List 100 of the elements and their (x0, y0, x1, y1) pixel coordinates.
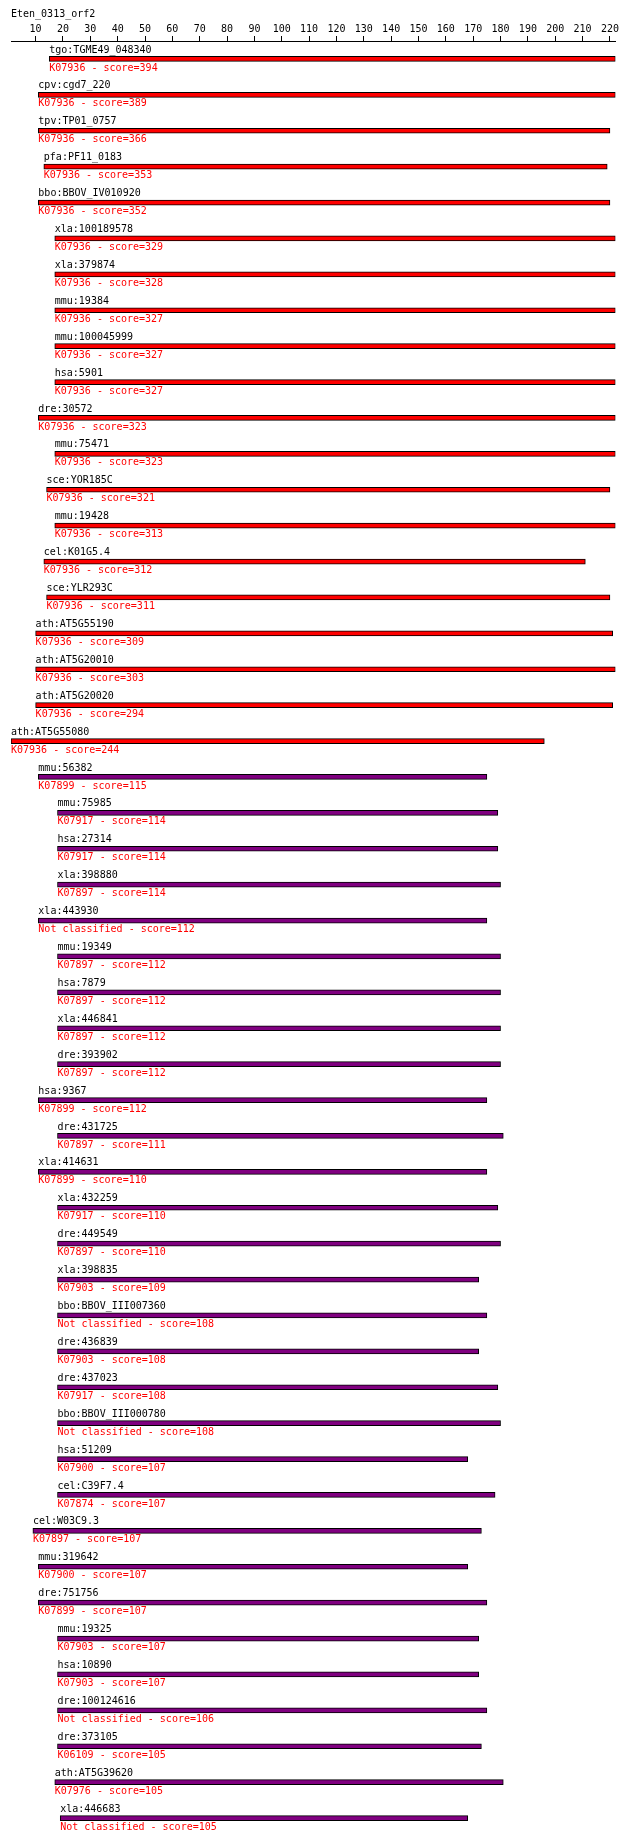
annotation: K07936 - score=313 (54, 528, 164, 540)
y-tick-label: hsa:27314 (57, 833, 112, 845)
y-tick-label: mmu:19384 (54, 294, 109, 306)
annotation: K07917 - score=114 (57, 851, 166, 863)
annotation: Not classified - score=112 (38, 923, 195, 935)
x-tick-label: 150 (409, 22, 428, 34)
y-tick-label: bbo:BBOV_IV010920 (38, 187, 141, 200)
annotation: Not classified - score=108 (57, 1318, 215, 1330)
y-tick-label: xla:398880 (57, 869, 118, 881)
y-tick-label: dre:437023 (57, 1371, 118, 1383)
annotation: K07936 - score=389 (38, 97, 147, 109)
y-tick-label: cel:C39F7.4 (57, 1479, 124, 1491)
y-tick-label: xla:446841 (57, 1012, 118, 1024)
annotation: K07897 - score=111 (57, 1138, 166, 1150)
x-tick-label: 200 (546, 22, 565, 34)
y-tick-label: mmu:19325 (57, 1623, 112, 1635)
y-tick-label: ath:AT5G55080 (11, 725, 90, 737)
annotation: Not classified - score=106 (57, 1712, 215, 1724)
annotation: K07936 - score=352 (38, 205, 147, 217)
y-tick-label: sce:YLR293C (46, 582, 113, 594)
annotation: K07897 - score=112 (57, 1066, 166, 1078)
x-tick-label: 60 (166, 22, 179, 34)
x-tick-label: 50 (138, 22, 152, 34)
annotation: K07936 - score=327 (54, 312, 164, 324)
y-tick-label: hsa:7879 (57, 976, 106, 988)
annotation: K07899 - score=115 (38, 779, 147, 791)
annotation: K07900 - score=107 (38, 1569, 147, 1581)
annotation: K07936 - score=309 (35, 635, 144, 647)
y-tick-label: dre:373105 (57, 1730, 118, 1742)
annotation: K07900 - score=107 (57, 1461, 166, 1473)
x-tick-label: 130 (354, 22, 373, 34)
x-tick-label: 190 (518, 22, 537, 34)
annotation: K07874 - score=107 (57, 1497, 166, 1509)
y-tick-label: xla:446683 (60, 1802, 121, 1814)
y-tick-label: ath:AT5G55190 (35, 617, 114, 629)
annotation: K07976 - score=105 (54, 1784, 164, 1796)
annotation: K07936 - score=323 (38, 420, 147, 432)
annotation: K07936 - score=321 (46, 492, 155, 504)
y-tick-label: ath:AT5G39620 (54, 1766, 134, 1778)
x-tick-label: 220 (600, 22, 619, 34)
y-tick-label: dre:393902 (57, 1048, 118, 1060)
y-tick-label: ath:AT5G20020 (35, 689, 114, 701)
y-tick-label: xla:379874 (54, 258, 115, 270)
annotation: K06109 - score=105 (57, 1748, 166, 1760)
x-tick-label: 10 (29, 22, 42, 34)
x-tick-label: 140 (382, 22, 401, 34)
x-tick-label: 80 (221, 22, 234, 34)
annotation: K07897 - score=112 (57, 994, 166, 1006)
x-tick-label: 120 (327, 22, 346, 34)
y-tick-label: hsa:10890 (57, 1659, 112, 1671)
annotation: K07936 - score=327 (54, 348, 164, 360)
y-tick-label: cel:W03C9.3 (32, 1515, 100, 1527)
annotation: K07899 - score=107 (38, 1605, 147, 1617)
annotation: K07917 - score=110 (57, 1210, 166, 1222)
annotation: K07903 - score=108 (57, 1353, 166, 1365)
x-tick-label: 100 (272, 22, 291, 34)
annotation: Not classified - score=105 (60, 1820, 217, 1832)
y-tick-label: mmu:56382 (38, 761, 93, 773)
x-tick-label: 110 (300, 22, 319, 34)
annotation: K07936 - score=294 (35, 707, 144, 719)
y-tick-label: mmu:19349 (57, 941, 112, 953)
annotation: K07899 - score=110 (38, 1174, 147, 1186)
y-tick-label: dre:449549 (57, 1228, 118, 1240)
annotation: K07897 - score=114 (57, 887, 166, 899)
x-tick-label: 20 (56, 22, 69, 34)
y-tick-label: mmu:100045999 (54, 330, 134, 342)
y-tick-label: dre:436839 (57, 1335, 118, 1347)
annotation: K07936 - score=312 (43, 564, 153, 576)
annotation: K07936 - score=303 (35, 671, 144, 683)
annotation: K07897 - score=112 (57, 959, 166, 971)
y-tick-label: xla:398835 (57, 1264, 118, 1276)
x-tick-label: 30 (84, 22, 97, 34)
annotation: K07936 - score=366 (38, 133, 147, 145)
annotation: K07917 - score=114 (57, 815, 166, 827)
annotation: Not classified - score=108 (57, 1425, 215, 1437)
x-tick-label: 180 (491, 22, 510, 34)
annotation: K07936 - score=394 (49, 61, 158, 73)
y-tick-label: dre:751756 (38, 1587, 99, 1599)
y-tick-label: tgo:TGME49_048340 (49, 43, 152, 56)
y-tick-label: dre:100124616 (57, 1694, 136, 1706)
y-tick-label: bbo:BBOV_III000780 (57, 1407, 166, 1420)
annotation: K07936 - score=328 (54, 276, 164, 288)
annotation: K07897 - score=107 (32, 1533, 142, 1545)
y-tick-label: xla:414631 (38, 1156, 99, 1168)
annotation: K07903 - score=109 (57, 1282, 166, 1294)
x-tick-label: 70 (193, 22, 206, 34)
annotation: K07936 - score=329 (54, 241, 164, 253)
y-tick-label: hsa:5901 (54, 366, 103, 378)
y-tick-label: pfa:PF11_0183 (43, 151, 123, 164)
annotation: K07936 - score=353 (43, 169, 153, 181)
annotation: K07903 - score=107 (57, 1677, 166, 1689)
annotation: K07936 - score=244 (11, 743, 120, 755)
y-tick-label: mmu:75471 (54, 438, 109, 450)
y-tick-label: tpv:TP01_0757 (38, 115, 117, 128)
y-tick-label: mmu:319642 (38, 1551, 99, 1563)
y-tick-label: mmu:19428 (54, 510, 109, 522)
y-tick-label: cel:K01G5.4 (43, 546, 111, 558)
annotation: K07899 - score=112 (38, 1102, 147, 1114)
y-tick-label: xla:100189578 (54, 223, 134, 235)
annotation: K07903 - score=107 (57, 1641, 166, 1653)
